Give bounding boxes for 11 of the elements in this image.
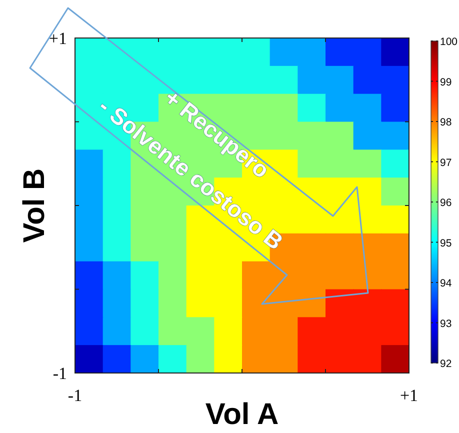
y-axis-title: Vol B (18, 168, 51, 243)
color-bar-label: 92 (440, 358, 452, 370)
color-bar-label: 96 (440, 197, 452, 209)
color-bar-label: 98 (440, 116, 452, 128)
color-bar-label: 99 (440, 76, 452, 88)
color-bar-label: 94 (440, 278, 452, 290)
color-bar-label: 97 (440, 156, 452, 169)
color-bar-label: 100 (440, 36, 458, 48)
color-bar-label: 95 (440, 237, 452, 250)
color-bar-label: 93 (440, 318, 452, 330)
x-axis-title: Vol A (205, 398, 279, 431)
